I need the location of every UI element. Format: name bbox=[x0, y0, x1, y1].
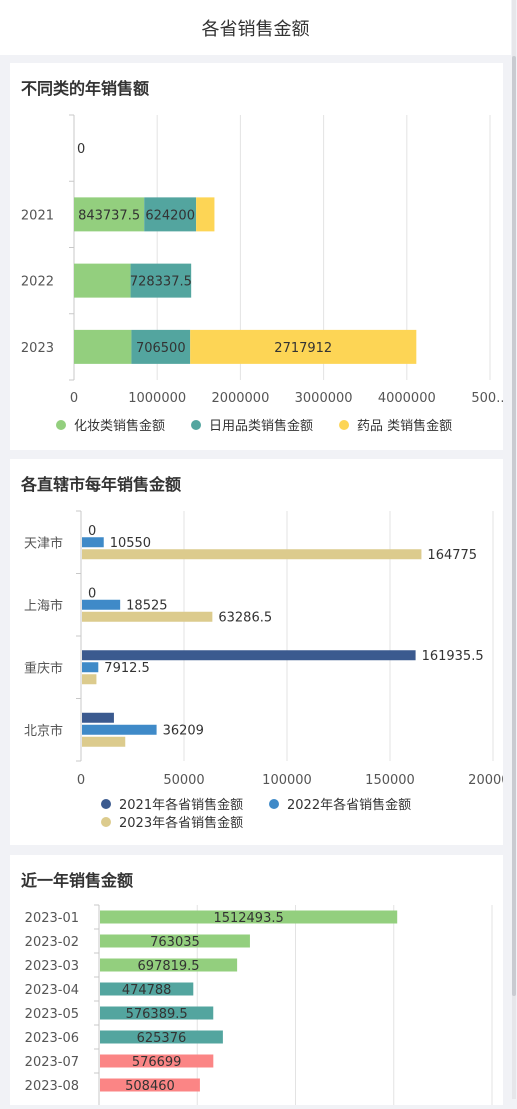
legend-marker bbox=[101, 817, 111, 827]
data-label: 0 bbox=[77, 142, 85, 157]
x-tick-label: 0 bbox=[77, 773, 85, 788]
legend-label: 2022年各省销售金额 bbox=[287, 797, 411, 813]
legend-marker bbox=[101, 799, 111, 809]
x-tick-label: 2000000 bbox=[211, 391, 269, 406]
data-label: 0 bbox=[88, 586, 96, 601]
chart-card-category-sales: 不同类的年销售额 0 1000000 2000000 3000000 4000000 50… bbox=[10, 63, 503, 450]
data-label: 508460 bbox=[125, 1079, 175, 1094]
legend-label: 化妆类销售金额 bbox=[74, 418, 165, 434]
bar-segment bbox=[196, 197, 214, 231]
stacked-bar-chart: 0 1000000 2000000 3000000 4000000 500... 0 2021… bbox=[10, 63, 503, 450]
data-label: 576699 bbox=[132, 1055, 182, 1070]
grouped-bar-chart: 0 50000 100000 150000 200000 天津市 0 10550 164775 上… bbox=[10, 459, 503, 845]
data-label: 624200 bbox=[145, 208, 195, 223]
data-label: 706500 bbox=[136, 341, 186, 356]
bar bbox=[82, 537, 104, 547]
data-label: 164775 bbox=[427, 548, 477, 563]
page-title: 各省销售金额 bbox=[202, 15, 310, 41]
legend-marker bbox=[269, 799, 279, 809]
bar bbox=[82, 674, 96, 684]
chart-title: 不同类的年销售额 bbox=[21, 75, 149, 99]
chart-title: 各直辖市每年销售金额 bbox=[21, 471, 181, 495]
chart-card-municipality-sales: 各直辖市每年销售金额 050000100000150000200000天津市01… bbox=[10, 459, 503, 845]
bar bbox=[82, 713, 114, 723]
bar bbox=[82, 662, 98, 672]
bar bbox=[82, 600, 120, 610]
x-tick-label: 1000000 bbox=[128, 391, 186, 406]
chart-title: 近一年销售金额 bbox=[21, 867, 133, 891]
bar-segment bbox=[74, 330, 131, 364]
x-tick-label: 3000000 bbox=[295, 391, 353, 406]
legend-marker bbox=[191, 420, 201, 430]
x-tick-label: 500... bbox=[471, 391, 503, 406]
data-label: 1512493.5 bbox=[213, 911, 283, 926]
data-label: 843737.5 bbox=[78, 208, 140, 223]
scrollbar-thumb[interactable] bbox=[512, 56, 516, 996]
data-label: 0 bbox=[88, 524, 96, 539]
monthly-bar-chart: 2023-01 1512493.5 2023-02 763035 2023-03 6978… bbox=[10, 855, 503, 1105]
chart-card-monthly-sales: 近一年销售金额 2023-01 1512493.5 2023-02 763035 202… bbox=[10, 855, 503, 1105]
data-label: 2717912 bbox=[274, 341, 332, 356]
x-tick-label: 100000 bbox=[262, 773, 312, 788]
data-label: 697819.5 bbox=[138, 959, 200, 974]
bar bbox=[82, 650, 416, 660]
x-tick-label: 150000 bbox=[365, 773, 415, 788]
y-tick-label: 重庆市 bbox=[24, 660, 63, 676]
legend-label: 2023年各省销售金额 bbox=[119, 815, 243, 831]
y-tick-label: 2023-01 bbox=[25, 911, 79, 926]
data-label: 18525 bbox=[126, 598, 167, 613]
y-tick-label: 2021 bbox=[21, 208, 54, 223]
y-tick-label: 2023-04 bbox=[25, 983, 79, 998]
legend-label: 药品 类销售金额 bbox=[357, 418, 452, 434]
data-label: 36209 bbox=[163, 723, 204, 738]
data-label: 63286.5 bbox=[218, 610, 272, 625]
bar bbox=[82, 725, 157, 735]
y-tick-label: 2023-06 bbox=[25, 1031, 79, 1046]
page-header: 各省销售金额 bbox=[0, 0, 511, 55]
legend-marker bbox=[56, 420, 66, 430]
y-tick-label: 上海市 bbox=[24, 598, 63, 614]
x-tick-label: 200000 bbox=[468, 773, 503, 788]
data-label: 10550 bbox=[110, 536, 151, 551]
bar bbox=[82, 612, 212, 622]
y-tick-label: 2023-08 bbox=[25, 1079, 79, 1094]
x-tick-label: 0 bbox=[70, 391, 78, 406]
data-label: 576389.5 bbox=[126, 1007, 188, 1022]
y-tick-label: 天津市 bbox=[24, 535, 63, 551]
y-tick-label: 2023-02 bbox=[25, 935, 79, 950]
data-label: 763035 bbox=[150, 935, 200, 950]
bar-segment bbox=[74, 264, 131, 298]
data-label: 7912.5 bbox=[104, 661, 149, 676]
y-tick-label: 2023-05 bbox=[25, 1007, 79, 1022]
y-tick-label: 2023-07 bbox=[25, 1055, 79, 1070]
legend-label: 2021年各省销售金额 bbox=[119, 797, 243, 813]
y-tick-label: 2023 bbox=[21, 341, 54, 356]
y-tick-label: 2023-03 bbox=[25, 959, 79, 974]
x-tick-label: 50000 bbox=[163, 773, 204, 788]
data-label: 161935.5 bbox=[422, 649, 484, 664]
y-tick-label: 2022 bbox=[21, 275, 54, 290]
data-label: 474788 bbox=[122, 983, 172, 998]
bar bbox=[82, 549, 421, 559]
legend-marker bbox=[339, 420, 349, 430]
x-tick-label: 4000000 bbox=[378, 391, 436, 406]
y-tick-label: 北京市 bbox=[24, 723, 63, 739]
data-label: 625376 bbox=[137, 1031, 187, 1046]
data-label: 728337.5 bbox=[130, 275, 192, 290]
legend-label: 日用品类销售金额 bbox=[209, 418, 313, 434]
bar bbox=[82, 737, 125, 747]
